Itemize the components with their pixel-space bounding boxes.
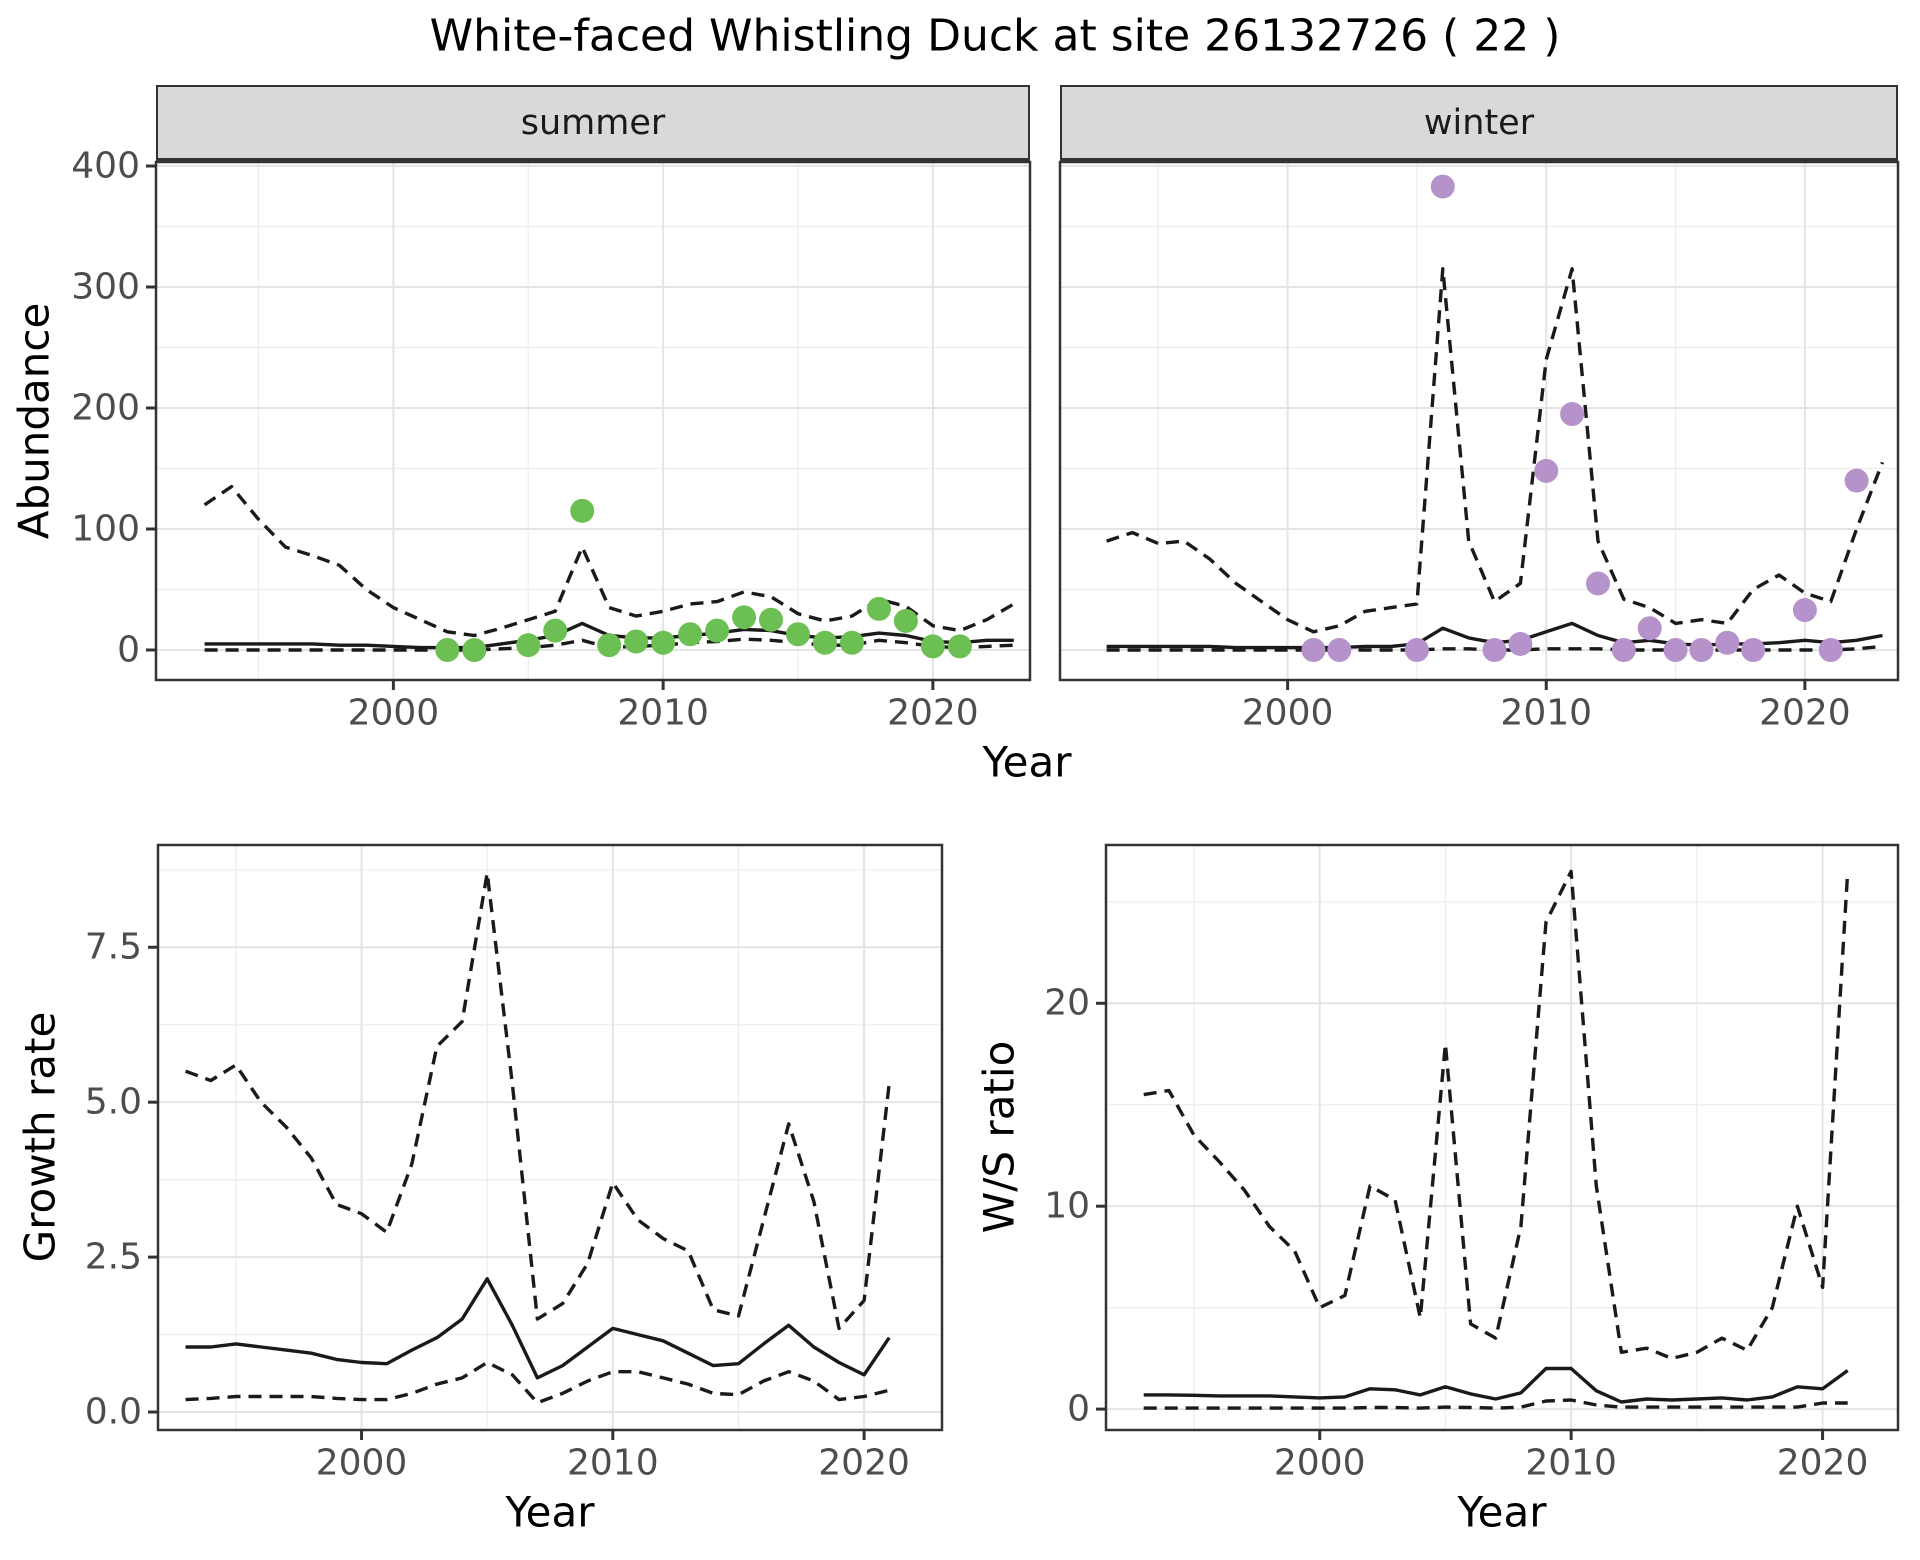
winter-observed-counts-point [1663,637,1688,662]
x-tick-label-growth: 2020 [818,1442,910,1484]
winter-observed-counts-point [1430,174,1455,199]
y-tick-label-summer: 0 [117,629,140,671]
panel-border-growth [156,843,944,1432]
winter-observed-counts-point [1404,637,1429,662]
chart-title: White-faced Whistling Duck at site 26132… [429,10,1561,62]
y-axis-title-growth-rate: Growth rate [15,1011,65,1263]
growth-lower-ci-line [185,1360,890,1405]
winter-upper-ci-line [1106,267,1885,634]
winter-observed-counts-point [1585,571,1610,596]
summer-observed-counts-point [516,633,541,658]
x-tick-label-winter: 2010 [1500,692,1593,734]
x-tick-label-winter: 2000 [1241,692,1334,734]
y-axis-title-abundance: Abundance [9,302,59,540]
ws-upper-ci-line [1143,869,1850,1361]
panel-growth [148,843,944,1440]
summer-observed-counts-point [866,596,891,621]
summer-observed-counts-point [624,629,649,654]
y-tick-label-growth: 0.0 [84,1391,142,1433]
y-tick-label-growth: 5.0 [84,1081,142,1123]
ws-lower-ci-line [1143,1398,1848,1410]
panel-ws [1096,843,1900,1440]
x-axis-title-year-ws: Year [1457,1487,1547,1537]
y-tick-label-summer: 100 [71,508,140,550]
summer-observed-counts-point [947,634,972,659]
winter-observed-counts-point [1818,637,1843,662]
winter-observed-counts-point [1637,616,1662,641]
y-tick-label-ws: 20 [1044,982,1090,1024]
ws-median-line [1143,1366,1849,1404]
facet-strip-winter-label: winter [1423,102,1535,143]
x-axis-title-year-top: Year [982,737,1072,787]
x-axis-title-year-growth: Year [505,1487,595,1537]
summer-observed-counts-point [893,608,918,633]
winter-observed-counts-point [1611,637,1636,662]
facet-strip-summer: summer [156,85,1030,162]
x-tick-label-summer: 2020 [887,692,979,734]
summer-observed-counts-point [786,622,811,647]
summer-observed-counts-point [462,637,487,662]
y-tick-label-summer: 200 [71,387,140,429]
summer-observed-counts-point [435,637,460,662]
summer-observed-counts-point [678,622,703,647]
x-tick-label-growth: 2000 [315,1442,408,1484]
summer-observed-counts-point [839,630,864,655]
x-tick-label-ws: 2020 [1776,1442,1869,1484]
x-tick-label-ws: 2000 [1273,1442,1366,1484]
winter-observed-counts-point [1560,402,1585,427]
summer-observed-counts-point [651,630,676,655]
panel-border-ws [1104,843,1900,1432]
y-tick-label-ws: 0 [1067,1388,1090,1430]
summer-observed-counts-point [543,618,568,643]
summer-upper-ci-line [203,484,1015,638]
winter-observed-counts-point [1534,458,1559,483]
winter-observed-counts-point [1792,598,1817,623]
facet-strip-summer-label: summer [520,102,666,143]
winter-observed-counts-point [1327,637,1352,662]
summer-observed-counts-point [732,605,757,630]
summer-observed-counts-point [705,618,730,643]
panel-winter [1058,160,1900,690]
y-tick-label-summer: 400 [71,145,140,187]
winter-observed-counts-point [1482,637,1507,662]
winter-observed-counts-point [1689,637,1714,662]
y-tick-label-ws: 10 [1044,1185,1090,1227]
summer-observed-counts-point [570,498,595,523]
winter-observed-counts-point [1715,630,1740,655]
panel-summer [146,160,1032,690]
winter-observed-counts-point [1301,637,1326,662]
summer-observed-counts-point [920,634,945,659]
summer-observed-counts-point [759,607,784,632]
y-axis-title-ws-ratio: W/S ratio [974,1040,1024,1234]
x-tick-label-growth: 2010 [567,1442,659,1484]
facet-strip-winter: winter [1060,85,1898,162]
panel-border-winter [1058,160,1900,682]
y-tick-label-growth: 2.5 [84,1236,142,1278]
x-tick-label-summer: 2010 [617,692,709,734]
y-tick-label-summer: 300 [71,266,140,308]
x-tick-label-winter: 2020 [1759,692,1851,734]
x-tick-label-summer: 2000 [347,692,440,734]
panel-border-summer [154,160,1032,682]
growth-median-line [185,1277,891,1380]
winter-observed-counts-point [1508,631,1533,656]
winter-observed-counts-point [1741,637,1766,662]
x-tick-label-ws: 2010 [1525,1442,1617,1484]
summer-observed-counts-point [597,633,622,658]
y-tick-label-growth: 7.5 [84,926,142,968]
summer-observed-counts-point [812,630,837,655]
winter-observed-counts-point [1844,468,1869,493]
growth-upper-ci-line [185,871,891,1331]
